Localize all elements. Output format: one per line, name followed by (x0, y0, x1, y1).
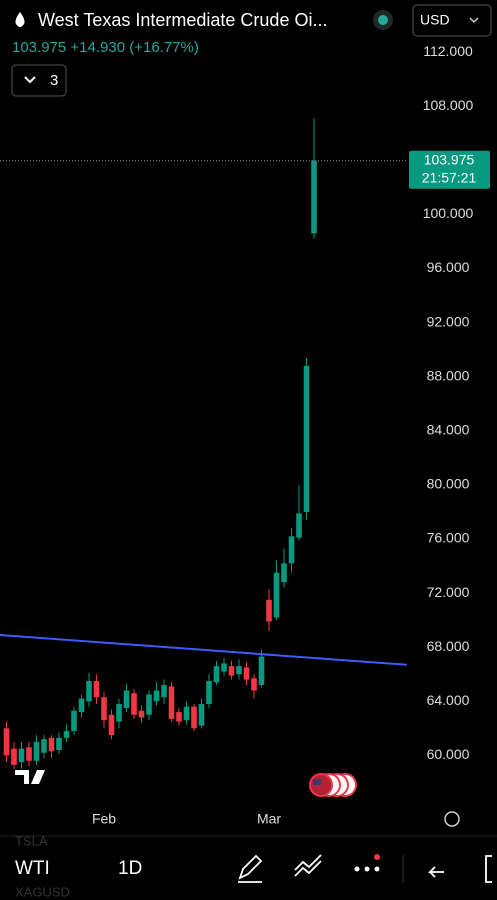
candle-body (138, 710, 145, 718)
candle-body (18, 748, 25, 763)
candle-body (303, 365, 310, 512)
candle-body (93, 680, 100, 698)
y-tick-label: 60.000 (427, 746, 470, 762)
candle-body (213, 666, 220, 683)
candle-body (146, 694, 152, 715)
candle-body (78, 698, 85, 713)
y-tick-label: 108.000 (423, 97, 474, 113)
drop-icon (15, 12, 25, 27)
candle-body (153, 690, 160, 702)
candle-body (11, 748, 17, 765)
symbol-title[interactable]: West Texas Intermediate Crude Oi... (38, 10, 327, 30)
candle-body (41, 739, 47, 753)
candle-body (183, 706, 190, 721)
candle-body (71, 710, 77, 732)
candle-body (198, 703, 205, 726)
indicators-icon[interactable] (294, 854, 322, 877)
price-tag-value: 103.975 (424, 151, 475, 167)
y-tick-label: 80.000 (427, 476, 470, 492)
chevron (24, 76, 36, 84)
candle-body (116, 703, 122, 722)
candle-body (296, 513, 302, 538)
candle-body (221, 663, 227, 672)
candle-body (161, 685, 167, 698)
candle-body (251, 678, 257, 691)
candle-body (258, 656, 265, 686)
draw-icon[interactable] (238, 854, 263, 883)
x-tick-label: Feb (92, 811, 116, 827)
y-tick-label: 84.000 (427, 422, 470, 438)
change: +14.930 (70, 39, 125, 56)
plot: 60.000 64.000 68.000 72.000 76.000 80.000 84.0… (0, 43, 490, 827)
y-tick-label: 112.000 (423, 43, 473, 59)
candle-body (131, 693, 137, 715)
candle-body (33, 741, 40, 761)
indicators-button[interactable] (11, 64, 67, 97)
candle-body (228, 666, 235, 676)
trendline (0, 634, 408, 666)
y-tick-label: 64.000 (427, 692, 470, 708)
more-icon[interactable] (354, 854, 381, 872)
currency[interactable]: USD (420, 12, 450, 28)
event-icons (309, 773, 357, 797)
price-tag (409, 150, 490, 189)
candle-body (3, 728, 10, 756)
change-pct: (+16.77%) (129, 39, 199, 56)
ghost-symbol: XAGUSD (15, 884, 70, 899)
price-line: 103.975 +14.930 (+16.77%) (12, 39, 199, 56)
candle-body (26, 747, 32, 761)
status-dot (378, 15, 388, 25)
price-tag-countdown: 21:57:21 (422, 169, 477, 185)
candle-body (101, 697, 107, 721)
y-tick-label: 68.000 (427, 638, 470, 654)
candle-body (123, 690, 130, 709)
candle-body (56, 737, 62, 750)
candle-body (63, 731, 70, 738)
candle-body (236, 666, 242, 675)
indicator-count[interactable]: 3 (50, 72, 58, 89)
candle-body (273, 572, 280, 618)
toolbar-interval[interactable]: 1D (118, 858, 142, 879)
candle-body (86, 680, 92, 702)
settings-icon[interactable] (444, 811, 460, 827)
candle-body (191, 706, 197, 729)
y-tick-label: 96.000 (427, 259, 470, 275)
candle-body (206, 680, 212, 704)
undo-icon[interactable] (427, 866, 444, 878)
candle-body (266, 599, 272, 622)
candle-body (243, 667, 250, 680)
candle-body (48, 737, 55, 752)
last-price: 103.975 (12, 39, 66, 56)
candle-body (288, 536, 295, 564)
candle-body (108, 714, 115, 736)
y-tick-label: 100.000 (423, 205, 474, 221)
y-tick-label: 92.000 (427, 313, 470, 329)
x-tick-label: Mar (257, 811, 281, 827)
y-tick-label: 72.000 (427, 584, 470, 600)
ghost-symbol: TSLA (15, 833, 48, 848)
logo (15, 770, 45, 784)
fullscreen-icon[interactable] (485, 855, 492, 883)
candle-body (281, 563, 287, 583)
currency-box[interactable] (412, 4, 492, 37)
chevron (469, 17, 479, 24)
candle-body (311, 160, 317, 234)
y-tick-label: 76.000 (427, 530, 470, 546)
toolbar-symbol[interactable]: WTI (15, 858, 50, 879)
y-tick-label: 88.000 (427, 367, 470, 383)
candle-body (176, 712, 182, 722)
candle-body (168, 686, 175, 719)
